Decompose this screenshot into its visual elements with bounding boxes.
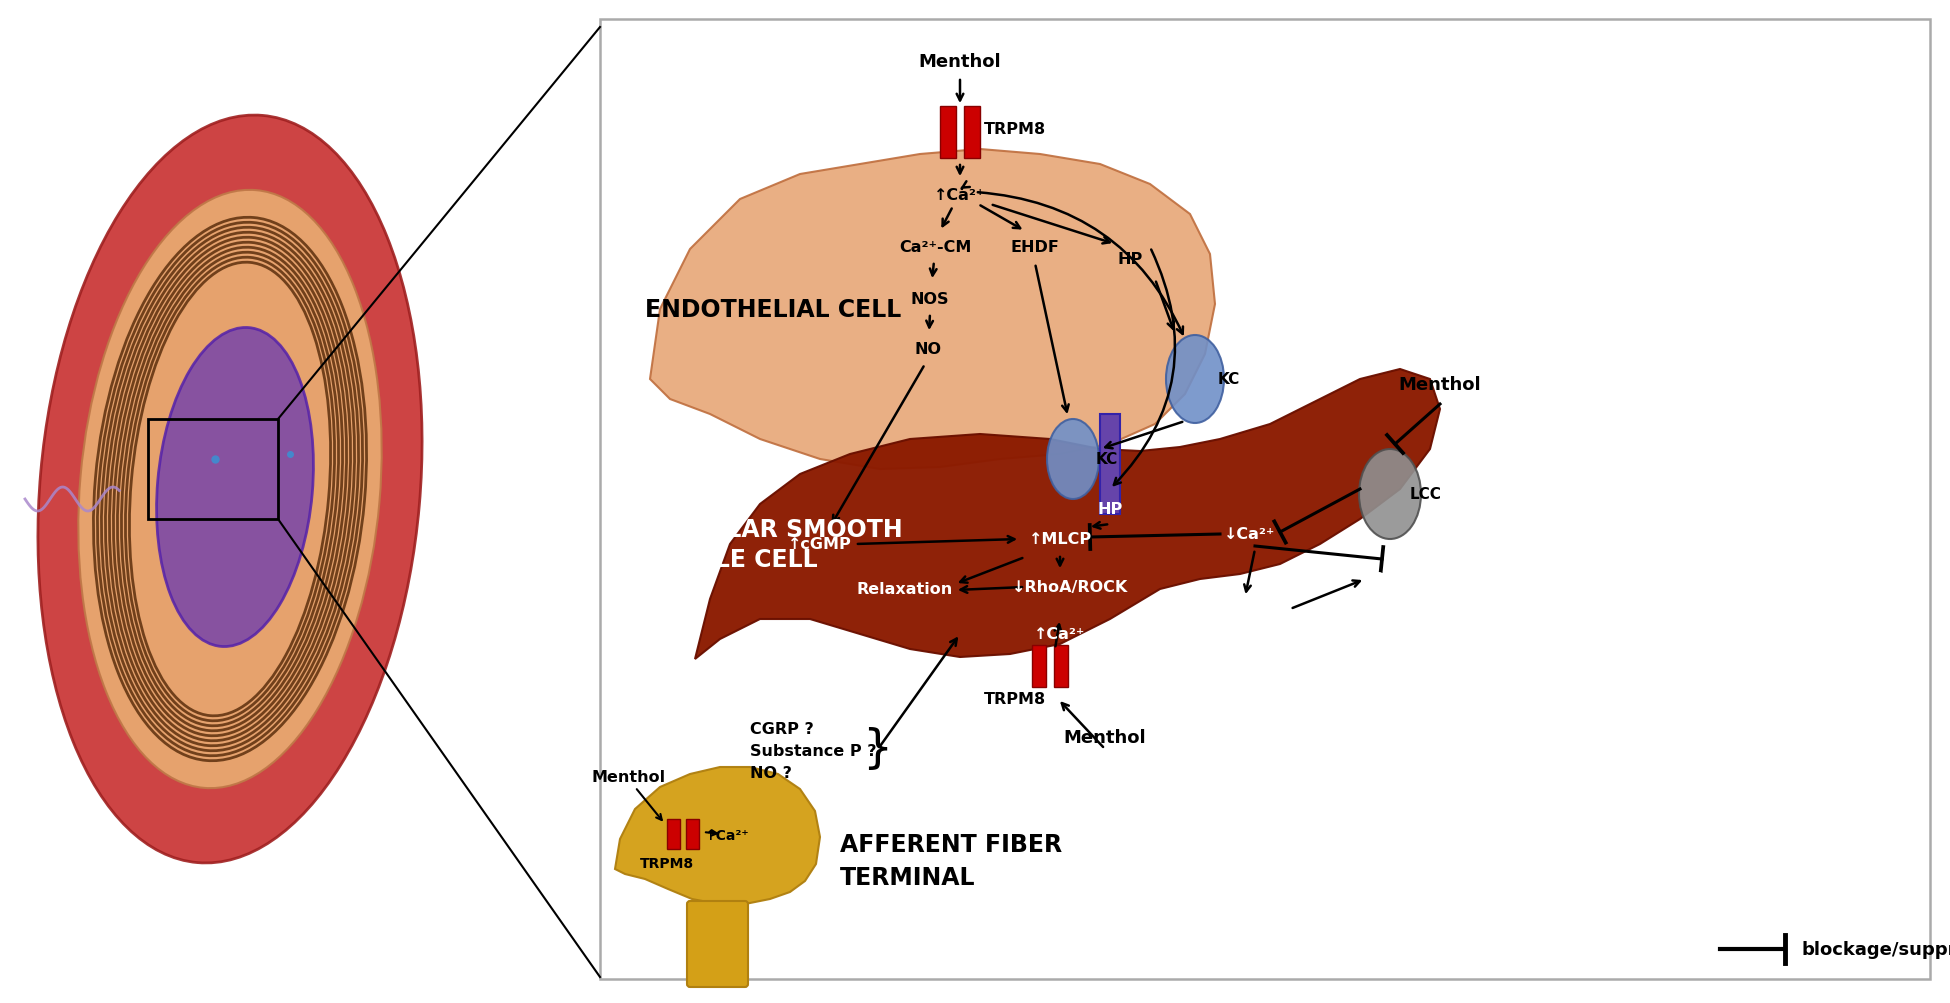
- Text: Menthol: Menthol: [593, 769, 667, 784]
- Text: HP: HP: [1098, 502, 1123, 517]
- Text: TRPM8: TRPM8: [640, 857, 694, 871]
- Ellipse shape: [156, 328, 314, 647]
- Text: ↓Ca²⁺: ↓Ca²⁺: [1225, 527, 1275, 542]
- Bar: [1100, 414, 1119, 515]
- Text: NOS: NOS: [911, 292, 950, 307]
- Text: ↓ROS: ↓ROS: [1359, 572, 1410, 587]
- Bar: [1055, 645, 1069, 687]
- Text: CGRP ?: CGRP ?: [751, 722, 813, 737]
- Ellipse shape: [37, 116, 421, 863]
- Text: Menthol: Menthol: [918, 53, 1000, 71]
- FancyBboxPatch shape: [601, 20, 1930, 979]
- Text: NO ?: NO ?: [751, 765, 792, 780]
- Text: ↑ MC
uptake: ↑ MC uptake: [1213, 602, 1268, 633]
- Polygon shape: [649, 149, 1215, 469]
- Text: MUSCLE CELL: MUSCLE CELL: [638, 548, 817, 572]
- Bar: [686, 819, 698, 850]
- Polygon shape: [614, 767, 821, 904]
- Text: Menthol: Menthol: [1398, 376, 1482, 393]
- Text: ↑Ca²⁺: ↑Ca²⁺: [704, 828, 749, 843]
- Text: LCC: LCC: [1410, 487, 1441, 502]
- Text: Ca²⁺-CM: Ca²⁺-CM: [899, 241, 971, 255]
- Text: Relaxation: Relaxation: [856, 582, 954, 597]
- Text: ↑cGMP: ↑cGMP: [788, 537, 852, 552]
- Text: }: }: [862, 727, 893, 771]
- Ellipse shape: [1047, 419, 1100, 499]
- Text: NO: NO: [915, 342, 942, 357]
- Text: TRPM8: TRPM8: [985, 692, 1045, 707]
- Text: KC: KC: [1219, 372, 1240, 387]
- Ellipse shape: [1359, 449, 1422, 540]
- Bar: [148, 419, 279, 520]
- Text: ↑MLCP: ↑MLCP: [1028, 532, 1092, 547]
- Text: HP: HP: [1117, 252, 1143, 267]
- FancyBboxPatch shape: [686, 901, 749, 987]
- Text: TERMINAL: TERMINAL: [840, 866, 975, 889]
- Text: AFFERENT FIBER: AFFERENT FIBER: [840, 832, 1063, 857]
- Text: VASCULAR SMOOTH: VASCULAR SMOOTH: [638, 518, 903, 542]
- Text: Menthol: Menthol: [1063, 728, 1147, 746]
- Text: KC: KC: [1096, 452, 1117, 467]
- Text: ↓RhoA/ROCK: ↓RhoA/ROCK: [1012, 580, 1129, 595]
- Text: ↑Ca²⁺: ↑Ca²⁺: [1034, 627, 1086, 642]
- Polygon shape: [694, 370, 1439, 659]
- Bar: [940, 107, 956, 158]
- Text: EHDF: EHDF: [1010, 241, 1059, 255]
- Ellipse shape: [1166, 336, 1225, 423]
- Ellipse shape: [78, 191, 382, 788]
- Text: Substance P ?: Substance P ?: [751, 744, 876, 758]
- Text: ↑Ca²⁺: ↑Ca²⁺: [934, 188, 985, 203]
- Bar: [963, 107, 981, 158]
- Text: ENDOTHELIAL CELL: ENDOTHELIAL CELL: [645, 298, 901, 322]
- Bar: [667, 819, 681, 850]
- Text: TRPM8: TRPM8: [985, 122, 1045, 137]
- Text: blockage/suppression: blockage/suppression: [1802, 940, 1950, 958]
- Bar: [1032, 645, 1045, 687]
